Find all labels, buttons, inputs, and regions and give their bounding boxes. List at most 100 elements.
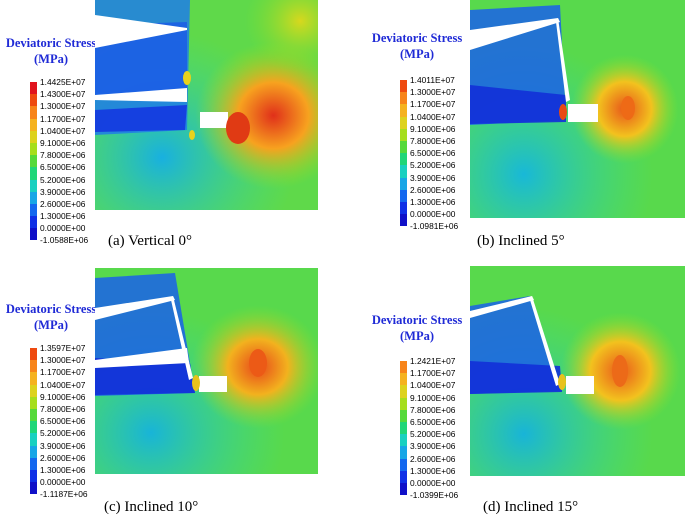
contour-plot <box>470 0 685 218</box>
legend-swatch <box>400 116 407 129</box>
legend-value: 2.6000E+06 <box>40 198 86 209</box>
legend-value: 3.9000E+06 <box>410 172 456 183</box>
legend-title-line1: Deviatoric Stress <box>371 313 463 327</box>
contour-plot <box>470 266 685 476</box>
legend-value: -1.0588E+06 <box>40 235 89 246</box>
legend-swatch <box>30 82 37 95</box>
legend-value: -1.1187E+06 <box>40 489 88 500</box>
caption: (d) Inclined 15° <box>483 499 579 515</box>
legend-swatch <box>30 384 37 397</box>
legend-value: 6.5000E+06 <box>40 162 86 173</box>
legend-swatch <box>400 458 407 471</box>
legend-value: 1.1700E+07 <box>40 113 86 124</box>
legend-value: 1.1700E+07 <box>410 99 456 110</box>
legend-swatch <box>30 228 37 241</box>
legend-swatch <box>30 203 37 217</box>
legend-swatch <box>400 153 407 166</box>
legend-title-line2: (MPa) <box>33 52 68 66</box>
legend-swatch <box>30 118 37 131</box>
legend-value: 1.4011E+07 <box>410 75 455 85</box>
legend-swatch <box>400 165 407 178</box>
legend-value: 0.0000E+00 <box>40 477 86 488</box>
legend-swatch <box>30 360 37 373</box>
legend-swatch <box>400 128 407 141</box>
legend-value: 3.9000E+06 <box>40 186 86 197</box>
legend-value: 1.3000E+07 <box>40 355 86 366</box>
legend-value: 3.9000E+06 <box>410 441 456 452</box>
legend-value: 5.2000E+06 <box>410 160 456 171</box>
legend-value: 1.4425E+07 <box>40 77 86 87</box>
legend-value: 1.3000E+07 <box>40 101 86 112</box>
legend-value: 0.0000E+00 <box>410 477 456 488</box>
legend-swatch <box>30 469 37 483</box>
legend-swatch <box>400 397 407 410</box>
legend-value: 5.2000E+06 <box>410 429 456 440</box>
legend-value: 9.1000E+06 <box>40 137 86 148</box>
legend-value: 1.3000E+06 <box>410 196 456 207</box>
legend-title-line1: Deviatoric Stress <box>5 302 97 316</box>
legend-swatch <box>400 434 407 447</box>
legend-value: 0.0000E+00 <box>410 209 456 220</box>
contour-plot <box>95 0 318 210</box>
legend-title: Deviatoric Stress (MPa) <box>366 30 468 62</box>
legend-title-line2: (MPa) <box>399 47 434 61</box>
legend-swatch <box>400 80 407 93</box>
legend-value: 6.5000E+06 <box>410 416 456 427</box>
legend-swatch <box>400 214 407 227</box>
legend-value: 7.8000E+06 <box>40 150 86 161</box>
legend-swatch <box>30 457 37 470</box>
legend-title-line1: Deviatoric Stress <box>5 36 97 50</box>
caption: (c) Inclined 10° <box>104 499 199 515</box>
legend-value: 1.0400E+07 <box>410 111 456 122</box>
legend-value: 7.8000E+06 <box>40 403 86 414</box>
legend-title: Deviatoric Stress (MPa) <box>0 301 102 333</box>
legend-value: 1.0400E+07 <box>40 379 86 390</box>
legend-swatch <box>400 361 407 374</box>
legend-title-line2: (MPa) <box>399 329 434 343</box>
legend-swatch <box>400 201 407 215</box>
legend-swatch <box>400 482 407 496</box>
legend-swatch <box>30 408 37 422</box>
legend-swatch <box>30 155 37 168</box>
legend-value: 1.2421E+07 <box>410 356 456 366</box>
legend-swatch <box>400 385 407 398</box>
legend-title: Deviatoric Stress (MPa) <box>0 35 102 67</box>
legend-value: 1.1700E+07 <box>410 368 456 379</box>
legend-value: 7.8000E+06 <box>410 135 456 146</box>
legend-value: 1.3597E+07 <box>40 343 86 353</box>
legend-value: 1.3000E+06 <box>40 211 86 222</box>
legend-value: -1.0399E+06 <box>410 490 459 501</box>
legend-swatch <box>400 92 407 105</box>
legend-value: 9.1000E+06 <box>410 392 456 403</box>
legend-swatch <box>400 446 407 459</box>
legend-value: 1.0400E+07 <box>410 380 456 391</box>
legend-value: 1.3000E+07 <box>410 87 456 98</box>
legend-value: 5.2000E+06 <box>40 428 86 439</box>
legend-swatch <box>400 421 407 435</box>
caption: (a) Vertical 0° <box>108 233 193 249</box>
legend-value: 5.2000E+06 <box>40 174 86 185</box>
legend-value: 3.9000E+06 <box>40 440 86 451</box>
legend-value: 1.3000E+06 <box>40 464 86 475</box>
legend-swatch <box>30 142 37 156</box>
legend-value: 0.0000E+00 <box>40 223 86 234</box>
legend-title-line1: Deviatoric Stress <box>371 31 463 45</box>
legend-swatch <box>400 373 407 386</box>
contour-plot <box>95 268 318 474</box>
legend-swatch <box>30 94 37 107</box>
legend-value: 6.5000E+06 <box>40 416 86 427</box>
legend-swatch <box>400 140 407 154</box>
legend-value: 6.5000E+06 <box>410 148 456 159</box>
legend-value: 2.6000E+06 <box>410 453 456 464</box>
legend-swatch <box>30 130 37 143</box>
legend-title-line2: (MPa) <box>33 318 68 332</box>
legend-swatch <box>30 348 37 361</box>
legend-value: 1.0400E+07 <box>40 125 86 136</box>
legend-value: 1.4300E+07 <box>40 89 86 100</box>
legend-swatch <box>30 421 37 434</box>
legend-swatch <box>30 396 37 409</box>
legend-swatch <box>30 445 37 458</box>
legend-swatch <box>30 106 37 119</box>
legend-value: 2.6000E+06 <box>410 184 456 195</box>
legend-swatch <box>30 216 37 229</box>
